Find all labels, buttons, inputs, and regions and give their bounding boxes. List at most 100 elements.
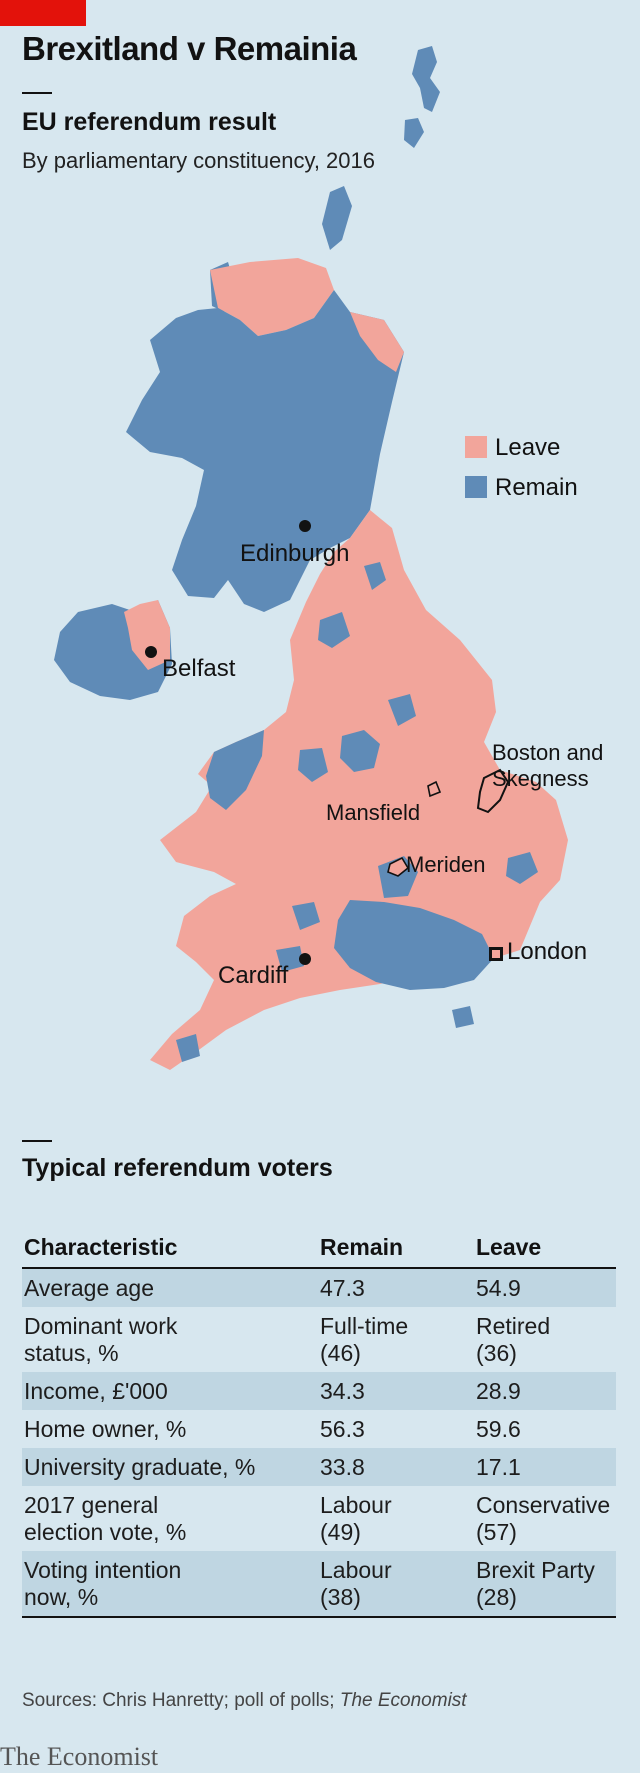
legend-leave-label: Leave (495, 434, 561, 461)
row-leave-line: 17.1 (476, 1454, 521, 1480)
row-leave: Conservative (57) (474, 1486, 616, 1551)
row-leave-line: (57) (476, 1519, 517, 1545)
legend-remain-label: Remain (495, 474, 578, 501)
row-remain: 56.3 (318, 1410, 474, 1448)
gwynedd-remain (206, 730, 264, 810)
row-leave-line: (36) (476, 1340, 517, 1366)
table-row: Average age 47.3 54.9 (22, 1268, 616, 1307)
row-label-line: election vote, % (24, 1519, 187, 1545)
label-london: London (507, 938, 588, 965)
row-label-line: now, % (24, 1584, 99, 1610)
map-subtitle: By parliamentary constituency, 2016 (22, 148, 375, 173)
newcastle-remain (364, 562, 386, 590)
row-label-line: Voting intention (24, 1557, 182, 1583)
label-mansfield: Mansfield (326, 800, 421, 825)
row-remain: 33.8 (318, 1448, 474, 1486)
row-remain-line: 47.3 (320, 1275, 365, 1301)
mansfield-outline (427, 780, 442, 798)
table-row: Voting intention now, % Labour (38) Brexit P… (22, 1551, 616, 1618)
row-label: Voting intention now, % (22, 1551, 318, 1618)
row-remain-line: (38) (320, 1584, 361, 1610)
row-label-line: Home owner, % (24, 1416, 187, 1442)
label-boston-2: Skegness (492, 766, 589, 791)
row-label-line: 2017 general (24, 1492, 159, 1518)
row-label: University graduate, % (22, 1448, 318, 1486)
col-characteristic: Characteristic (22, 1226, 318, 1269)
table-row: Home owner, % 56.3 59.6 (22, 1410, 616, 1448)
brand-footer: The Economist (0, 1742, 159, 1771)
row-leave: 54.9 (474, 1268, 616, 1307)
row-remain: Full-time (46) (318, 1307, 474, 1372)
col-remain: Remain (318, 1226, 474, 1269)
brighton-remain (452, 1006, 474, 1028)
row-leave-line: Retired (476, 1313, 551, 1339)
section-rule (22, 92, 52, 94)
leave-swatch (465, 436, 487, 458)
western-isles (322, 186, 352, 250)
aberdeen-leave (350, 312, 404, 372)
row-leave: 28.9 (474, 1372, 616, 1410)
row-remain-line: Full-time (320, 1313, 409, 1339)
page-title: Brexitland v Remainia (22, 30, 357, 67)
row-leave: 17.1 (474, 1448, 616, 1486)
boston-skegness-outline (476, 768, 510, 814)
row-remain: 47.3 (318, 1268, 474, 1307)
row-remain: Labour (38) (318, 1551, 474, 1618)
row-leave-line: Conservative (476, 1492, 611, 1518)
legend-remain: Remain (465, 474, 578, 502)
table-row: 2017 general election vote, % Labour (49) Co… (22, 1486, 616, 1551)
leeds-remain (388, 694, 416, 726)
row-leave-line: 28.9 (476, 1378, 521, 1404)
row-remain: 34.3 (318, 1372, 474, 1410)
row-leave: 59.6 (474, 1410, 616, 1448)
row-remain: Labour (49) (318, 1486, 474, 1551)
orkney-islands (404, 118, 424, 148)
lakes-remain (318, 612, 350, 648)
legend-leave: Leave (465, 434, 560, 462)
voters-table: Characteristic Remain Leave Average age 4… (22, 1226, 616, 1618)
table-header-row: Characteristic Remain Leave (22, 1226, 616, 1269)
row-label: Dominant work status, % (22, 1307, 318, 1372)
liverpool-remain (298, 748, 328, 782)
norwich-remain (506, 852, 538, 884)
manchester-remain (340, 730, 380, 772)
row-leave-line: 54.9 (476, 1275, 521, 1301)
row-leave-line: 59.6 (476, 1416, 521, 1442)
row-label-line: status, % (24, 1340, 119, 1366)
row-label-line: Income, £'000 (24, 1378, 168, 1404)
row-leave-line: (28) (476, 1584, 517, 1610)
row-remain-line: (49) (320, 1519, 361, 1545)
scotland-north-leave (210, 258, 334, 336)
belfast-marker (145, 646, 157, 658)
row-label-line: Dominant work (24, 1313, 178, 1339)
row-remain-line: 56.3 (320, 1416, 365, 1442)
row-leave: Brexit Party (28) (474, 1551, 616, 1618)
scotland-mainland (126, 290, 404, 612)
row-label-line: Average age (24, 1275, 155, 1301)
row-leave: Retired (36) (474, 1307, 616, 1372)
cardiff-remain (276, 946, 304, 972)
row-label-line: University graduate, % (24, 1454, 256, 1480)
meriden-outline (387, 856, 410, 877)
ni-leave (124, 600, 170, 670)
edinburgh-marker (299, 520, 311, 532)
remain-swatch (465, 476, 487, 498)
label-cardiff: Cardiff (218, 962, 289, 989)
section-rule-2 (22, 1140, 52, 1142)
map-title: EU referendum result (22, 108, 277, 136)
row-label: Income, £'000 (22, 1372, 318, 1410)
row-label: Average age (22, 1268, 318, 1307)
row-label: Home owner, % (22, 1410, 318, 1448)
row-remain-line: 33.8 (320, 1454, 365, 1480)
shetland-islands (412, 46, 440, 112)
london-marker-inner (492, 950, 500, 958)
row-remain-line: Labour (320, 1557, 392, 1583)
london-south-remain (334, 900, 494, 990)
table-title: Typical referendum voters (22, 1154, 333, 1182)
sources: Sources: Chris Hanretty; poll of polls; … (22, 1690, 467, 1712)
label-belfast: Belfast (162, 655, 236, 682)
label-meriden: Meriden (406, 852, 486, 877)
cardiff-marker (299, 953, 311, 965)
sources-italic: The Economist (339, 1690, 467, 1711)
bristol-remain (292, 902, 320, 930)
